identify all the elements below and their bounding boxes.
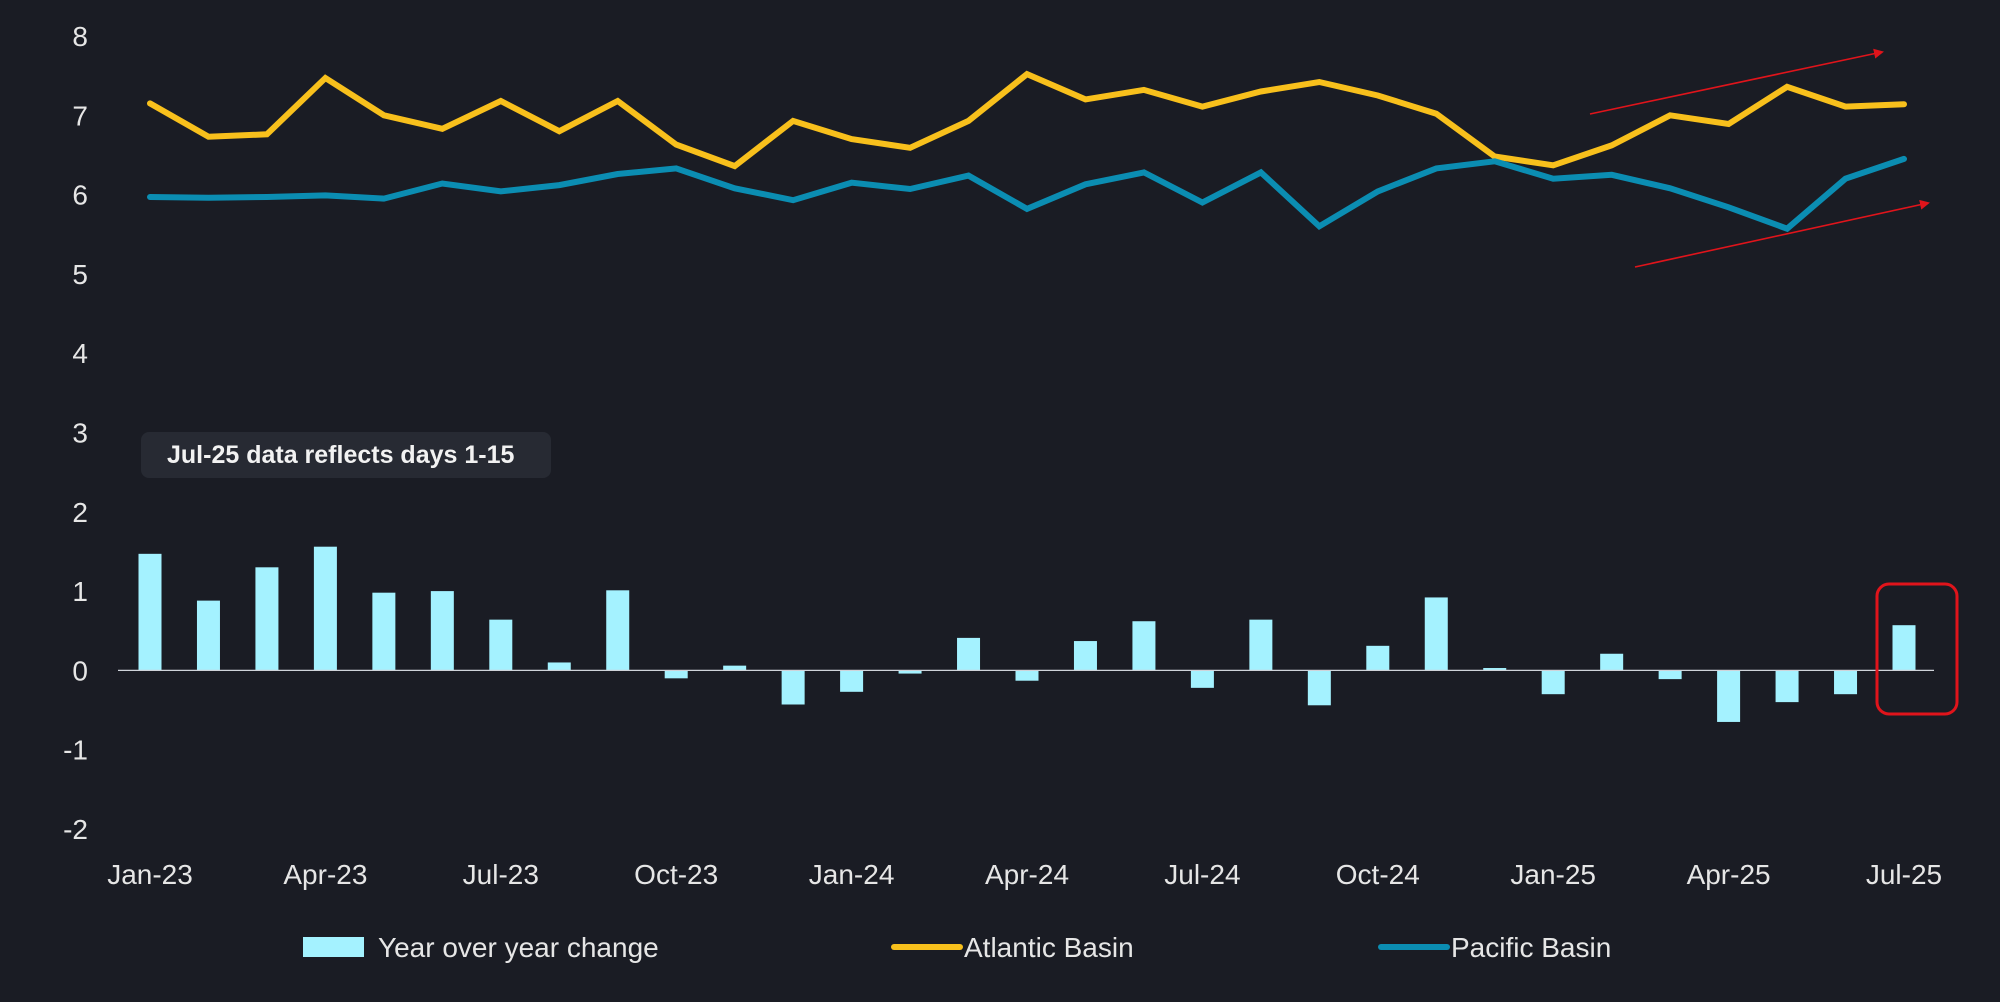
bar-oct-23 xyxy=(664,670,688,679)
y-tick-label: 0 xyxy=(72,655,88,686)
bar-feb-23 xyxy=(196,600,220,671)
bar-jun-23 xyxy=(430,591,454,671)
bar-sep-23 xyxy=(606,590,630,671)
legend-swatch xyxy=(303,937,364,957)
bar-may-25 xyxy=(1775,670,1799,703)
x-tick-label: Jan-24 xyxy=(809,859,895,890)
y-tick-label: 7 xyxy=(72,100,88,131)
bar-dec-24 xyxy=(1483,668,1507,671)
bar-aug-23 xyxy=(547,662,571,671)
x-tick-label: Apr-24 xyxy=(985,859,1069,890)
legend: Year over year change Atlantic Basin Pacif… xyxy=(303,932,1611,963)
bar-nov-24 xyxy=(1424,597,1448,671)
bar-aug-24 xyxy=(1249,619,1273,671)
bar-jun-25 xyxy=(1834,670,1858,695)
y-tick-label: 8 xyxy=(72,21,88,52)
bar-apr-24 xyxy=(1015,670,1039,681)
highlight-jul-25-box xyxy=(1875,582,1959,716)
legend-label: Year over year change xyxy=(378,932,659,963)
annotation-note: Jul-25 data reflects days 1-15 xyxy=(141,432,551,478)
bar-oct-24 xyxy=(1366,645,1390,671)
bar-may-23 xyxy=(372,592,396,671)
line-series xyxy=(147,70,1907,233)
x-tick-label: Jul-23 xyxy=(463,859,539,890)
annotation-note-box xyxy=(141,432,551,478)
y-tick-label: -1 xyxy=(63,735,88,766)
line-pacific-basin xyxy=(147,155,1907,233)
y-tick-label: -2 xyxy=(63,814,88,845)
bar-jan-24 xyxy=(840,670,864,692)
legend-item-atlantic-basin: Atlantic Basin xyxy=(891,932,1134,963)
y-tick-label: 6 xyxy=(72,180,88,211)
bar-series xyxy=(138,546,1916,722)
annotation-note-text: Jul-25 data reflects days 1-15 xyxy=(167,441,514,469)
bar-dec-23 xyxy=(781,670,805,705)
bar-apr-23 xyxy=(313,546,337,671)
x-tick-label: Apr-23 xyxy=(283,859,367,890)
legend-label: Pacific Basin xyxy=(1451,932,1611,963)
bar-sep-24 xyxy=(1307,670,1331,706)
x-tick-label: Oct-24 xyxy=(1336,859,1420,890)
bar-mar-23 xyxy=(255,567,279,671)
bar-jan-25 xyxy=(1541,670,1565,695)
x-tick-label: Jan-23 xyxy=(107,859,193,890)
y-tick-label: 3 xyxy=(72,418,88,449)
legend-item-pacific-basin: Pacific Basin xyxy=(1378,932,1611,963)
x-tick-label: Jul-24 xyxy=(1164,859,1240,890)
trend-arrow-pacific xyxy=(1634,199,1930,268)
trend-arrow-atlantic xyxy=(1589,48,1884,115)
y-tick-label: 4 xyxy=(72,338,88,369)
legend-item-year-over-year-change: Year over year change xyxy=(303,932,659,963)
bar-nov-23 xyxy=(723,665,747,671)
bar-jul-23 xyxy=(489,619,513,671)
legend-label: Atlantic Basin xyxy=(964,932,1134,963)
line-atlantic-basin xyxy=(147,70,1907,170)
bar-jul-25 xyxy=(1892,625,1916,671)
bar-jan-23 xyxy=(138,553,162,671)
bar-mar-25 xyxy=(1658,670,1682,680)
bar-jul-24 xyxy=(1190,670,1214,688)
bar-feb-25 xyxy=(1600,653,1624,671)
x-tick-label: Apr-25 xyxy=(1687,859,1771,890)
bar-may-24 xyxy=(1073,641,1097,671)
y-tick-label: 5 xyxy=(72,259,88,290)
x-tick-label: Oct-23 xyxy=(634,859,718,890)
bar-jun-24 xyxy=(1132,621,1156,671)
bar-mar-24 xyxy=(957,637,981,671)
y-axis: -2 -1 0 1 2 3 4 5 6 7 8 xyxy=(63,21,88,845)
bar-apr-25 xyxy=(1717,670,1741,722)
y-tick-label: 1 xyxy=(72,576,88,607)
x-tick-label: Jan-25 xyxy=(1510,859,1596,890)
y-tick-label: 2 xyxy=(72,497,88,528)
bar-feb-24 xyxy=(898,670,922,674)
x-axis: Jan-23 Apr-23 Jul-23 Oct-23 Jan-24 Apr-24 Jul-… xyxy=(107,859,1942,890)
x-tick-label: Jul-25 xyxy=(1866,859,1942,890)
